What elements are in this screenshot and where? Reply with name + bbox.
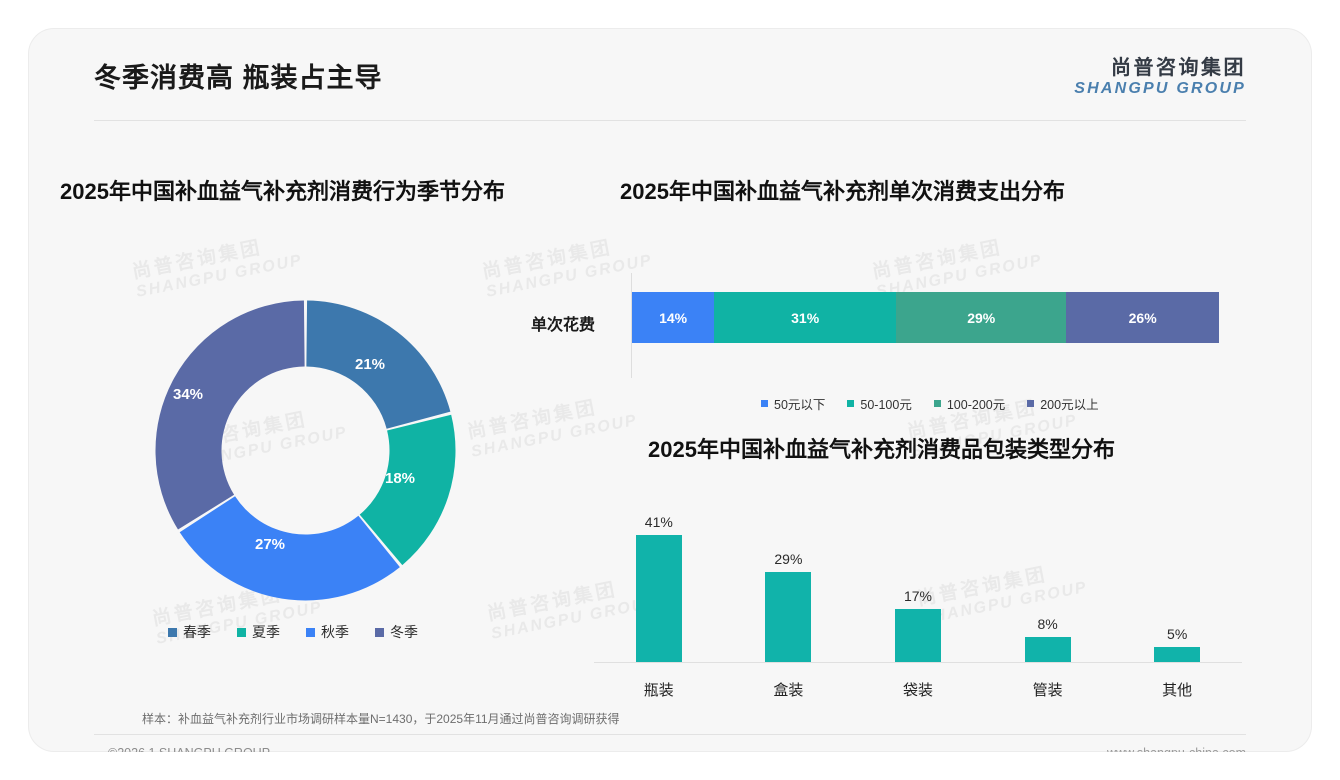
donut-slice[interactable] (359, 414, 456, 566)
legend-label: 50元以下 (774, 398, 826, 412)
column-value-label: 29% (774, 551, 803, 568)
legend-label: 春季 (183, 624, 211, 640)
column-chart-packaging: 41% 瓶装 29% 盒装 17% 袋装 8% 管装 5% 其他 (594, 508, 1242, 708)
donut-slice-label: 27% (255, 536, 286, 553)
column-bar[interactable] (1154, 646, 1201, 662)
legend-label: 100-200元 (946, 398, 1006, 412)
stacked-bar-segment[interactable]: 14% (632, 292, 715, 343)
legend-item[interactable]: 春季 (168, 622, 211, 642)
donut-slice-label: 34% (173, 386, 204, 403)
slide-header: 冬季消费高 瓶装占主导 尚普咨询集团 SHANGPU GROUP (28, 28, 1312, 120)
footer-website: www.shangpu-china.com (1107, 746, 1246, 752)
header-divider (94, 120, 1246, 121)
column-category-label: 管装 (1032, 682, 1063, 699)
column-value-label: 17% (903, 588, 932, 605)
column-category-label: 袋装 (902, 682, 933, 699)
column-value-label: 41% (644, 513, 673, 530)
column-group: 8% 管装 (983, 512, 1113, 699)
donut-slice-label: 21% (355, 356, 386, 373)
legend-label: 50-100元 (860, 398, 912, 412)
legend-swatch-icon (761, 400, 768, 407)
column-group: 5% 其他 (1112, 512, 1242, 699)
column-chart-baseline (594, 662, 1242, 663)
legend-item[interactable]: 夏季 (237, 622, 280, 642)
sample-footnote: 样本：补血益气补充剂行业市场调研样本量N=1430，于2025年11月通过尚普咨… (142, 712, 620, 726)
stacked-bar-track: 14% 31% 29% 26% (632, 292, 1219, 343)
legend-swatch-icon (847, 400, 855, 407)
stacked-bar-chart-spend: 单次花费 14% 31% 29% 26% (528, 273, 1228, 388)
logo-english-text: SHANGPU GROUP (1074, 79, 1246, 97)
footer-divider (94, 734, 1246, 735)
legend-swatch-icon (306, 627, 315, 637)
legend-swatch-icon (237, 627, 246, 637)
legend-label: 200元以上 (1040, 398, 1099, 412)
watermark-line1: 尚普咨询集团 (130, 237, 265, 284)
legend-label: 冬季 (390, 624, 418, 640)
stacked-bar-category-label: 单次花费 (531, 317, 596, 334)
stacked-bar-segment[interactable]: 31% (714, 292, 897, 343)
legend-label: 秋季 (321, 624, 349, 640)
donut-svg (155, 300, 456, 601)
watermark-line1: 尚普咨询集团 (465, 397, 600, 444)
chart-title-packaging: 2025年中国补血益气补充剂消费品包装类型分布 (648, 437, 1115, 462)
donut-slice[interactable] (179, 496, 400, 601)
legend-item[interactable]: 50-100元 (847, 394, 912, 413)
chart-title-spend: 2025年中国补血益气补充剂单次消费支出分布 (620, 179, 1065, 204)
legend-swatch-icon (933, 400, 941, 407)
watermark: 尚普咨询集团 SHANGPU GROUP (466, 390, 640, 463)
chart-title-season: 2025年中国补血益气补充剂消费行为季节分布 (60, 179, 505, 204)
donut-chart-season: 21% 18% 27% 34% (133, 278, 478, 623)
slide-card: 尚普咨询集团 SHANGPU GROUP 尚普咨询集团 SHANGPU GROU… (28, 28, 1312, 752)
column-value-label: 5% (1167, 625, 1188, 642)
stacked-bar-segment[interactable]: 26% (1066, 292, 1219, 343)
column-bar[interactable] (765, 572, 812, 662)
legend-swatch-icon (375, 627, 384, 637)
watermark-line2: SHANGPU GROUP (469, 412, 640, 462)
column-category-label: 瓶装 (643, 682, 674, 699)
column-bar[interactable] (894, 609, 941, 662)
legend-item[interactable]: 100-200元 (933, 394, 1006, 413)
column-category-label: 其他 (1162, 682, 1193, 699)
donut-slice-label: 18% (385, 470, 416, 487)
legend-item[interactable]: 200元以上 (1027, 394, 1099, 413)
legend-spend: 50元以下 50-100元 100-200元 200元以上 (761, 394, 1099, 413)
column-group: 41% 瓶装 (594, 512, 724, 699)
column-group: 29% 盒装 (724, 512, 854, 699)
stacked-bar-axis-line (631, 273, 632, 378)
column-chart-bars: 41% 瓶装 29% 盒装 17% 袋装 8% 管装 5% 其他 (594, 512, 1242, 699)
brand-logo: 尚普咨询集团 SHANGPU GROUP (1074, 57, 1246, 97)
stacked-bar-segment[interactable]: 29% (896, 292, 1067, 343)
logo-chinese-text: 尚普咨询集团 (1111, 57, 1246, 79)
column-group: 17% 袋装 (853, 512, 983, 699)
column-category-label: 盒装 (773, 682, 804, 699)
legend-item[interactable]: 秋季 (306, 622, 349, 642)
legend-label: 夏季 (252, 624, 280, 640)
legend-swatch-icon (1027, 400, 1035, 407)
column-bar[interactable] (1024, 637, 1071, 662)
legend-item[interactable]: 冬季 (375, 622, 418, 642)
donut-slice[interactable] (306, 300, 451, 429)
legend-item[interactable]: 50元以下 (761, 394, 825, 413)
legend-season: 春季 夏季 秋季 冬季 (168, 622, 418, 642)
column-value-label: 8% (1037, 616, 1058, 633)
page-title: 冬季消费高 瓶装占主导 (94, 63, 383, 93)
legend-swatch-icon (168, 627, 177, 637)
column-bar[interactable] (635, 534, 682, 662)
footer-copyright: ©2026.1 SHANGPU GROUP (108, 746, 270, 752)
donut-slice[interactable] (155, 300, 305, 530)
